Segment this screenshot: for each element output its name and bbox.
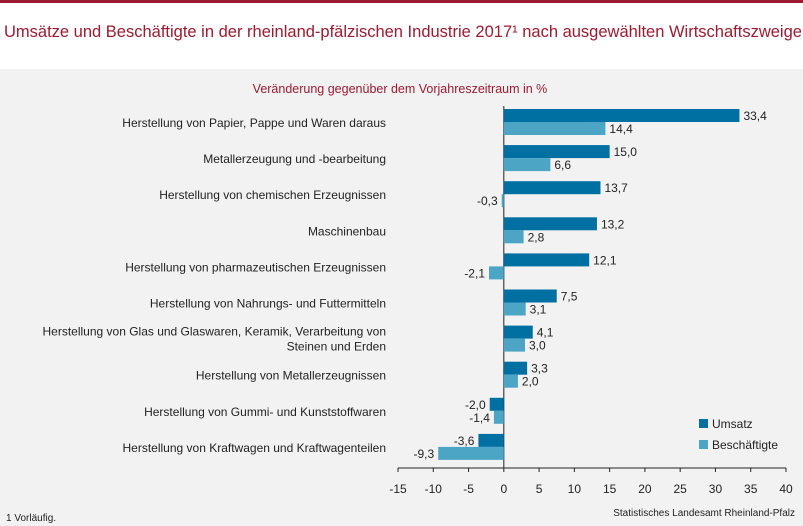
bar-umsatz [503, 109, 740, 122]
data-label: 15,0 [614, 145, 638, 159]
data-label: 3,1 [530, 303, 547, 317]
data-label: 7,5 [561, 290, 578, 304]
x-tick-label: -5 [463, 482, 474, 496]
category-label: Herstellung von pharmazeutischen Erzeugn… [125, 260, 386, 274]
bar-umsatz [503, 181, 601, 195]
header: Umsätze und Beschäftigte in der rheinlan… [0, 3, 803, 64]
category-label: Herstellung von Metallerzeugnissen [196, 369, 386, 383]
bar-umsatz [503, 217, 597, 231]
data-label: -0,3 [477, 194, 498, 208]
footnote: 1 Vorläufig. [6, 513, 57, 524]
bar-beschaeftigte [493, 410, 504, 424]
data-label: 13,2 [601, 217, 625, 231]
bar-umsatz [503, 361, 528, 375]
data-label: -3,6 [454, 434, 475, 448]
bar-beschaeftigte [438, 446, 504, 460]
x-tick-label: -10 [425, 482, 443, 496]
bar-beschaeftigte [503, 338, 525, 352]
top-accent-bar [0, 0, 803, 3]
bar-umsatz [503, 145, 610, 159]
category-label: Maschinenbau [308, 224, 386, 238]
bar-beschaeftigte [503, 158, 551, 172]
bar-beschaeftigte [501, 194, 504, 208]
x-tick-label: -15 [389, 482, 407, 496]
bar-beschaeftigte [503, 230, 524, 244]
data-label: 12,1 [593, 253, 617, 267]
x-tick-label: 30 [709, 482, 723, 496]
data-label: 2,0 [522, 375, 539, 389]
chart-title: Umsätze und Beschäftigte in der rheinlan… [4, 23, 803, 41]
data-label: -9,3 [414, 447, 435, 461]
category-label: Herstellung von Kraftwagen und Kraftwage… [123, 441, 387, 455]
x-tick-label: 20 [638, 482, 652, 496]
x-tick-label: 5 [536, 482, 543, 496]
data-label: -2,0 [465, 398, 486, 412]
data-label: -1,4 [469, 411, 490, 425]
bar-beschaeftigte [489, 266, 504, 280]
bar-beschaeftigte [503, 302, 526, 316]
legend-swatch [699, 419, 708, 428]
chart-subtitle: Veränderung gegenüber dem Vorjahreszeitr… [253, 82, 548, 96]
bar-umsatz [503, 325, 533, 339]
data-label: 4,1 [537, 326, 554, 340]
x-tick-label: 25 [674, 482, 688, 496]
data-label: -2,1 [464, 266, 485, 280]
chart-panel [0, 69, 803, 526]
category-label: Herstellung von Nahrungs- und Futtermitt… [150, 297, 386, 311]
category-label: Herstellung von chemischen Erzeugnissen [159, 188, 386, 202]
legend-label: Beschäftigte [712, 438, 778, 452]
data-label: 14,4 [609, 122, 633, 136]
data-label: 33,4 [743, 109, 767, 123]
data-label: 13,7 [604, 181, 628, 195]
legend-swatch [699, 440, 708, 449]
x-tick-label: 40 [779, 482, 793, 496]
source-note: Statistisches Landesamt Rheinland-Pfalz [613, 508, 795, 519]
data-label: 3,3 [531, 362, 548, 376]
category-label: Herstellung von Glas und Glaswaren, Kera… [42, 325, 386, 339]
bar-umsatz [503, 289, 557, 303]
bar-beschaeftigte [503, 122, 606, 135]
category-label: Herstellung von Gummi- und Kunststoffwar… [144, 405, 386, 419]
data-label: 3,0 [529, 339, 546, 353]
category-label: Metallerzeugung und -bearbeitung [203, 152, 386, 166]
bar-umsatz [503, 253, 590, 267]
x-tick-label: 15 [603, 482, 617, 496]
bar-umsatz [489, 397, 504, 411]
data-label: 2,8 [528, 230, 545, 244]
bar-beschaeftigte [503, 374, 518, 388]
category-label: Steinen und Erden [287, 340, 386, 354]
x-tick-label: 35 [744, 482, 758, 496]
bar-umsatz [478, 433, 504, 447]
category-label: Herstellung von Papier, Pappe und Waren … [122, 116, 386, 130]
legend-label: Umsatz [712, 417, 753, 431]
data-label: 6,6 [554, 158, 571, 172]
x-tick-label: 10 [568, 482, 582, 496]
x-tick-label: 0 [500, 482, 507, 496]
